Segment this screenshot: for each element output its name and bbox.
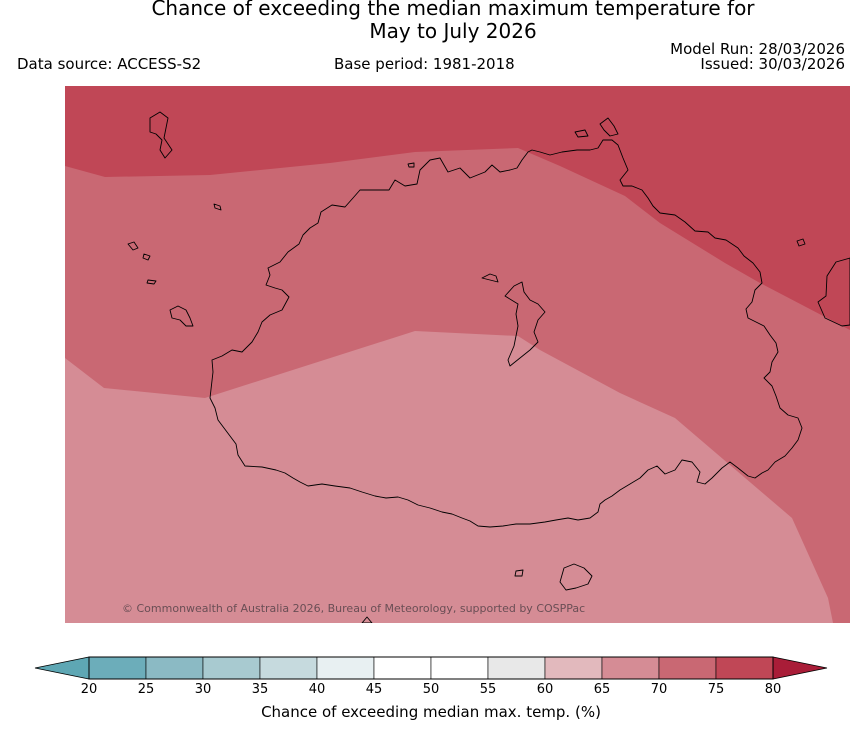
island-west-4 (146, 279, 157, 285)
colorbar-tick-label: 65 (593, 682, 611, 697)
colorbar-tick-label: 25 (137, 682, 155, 697)
colorbar-title: Chance of exceeding median max. temp. (%… (261, 703, 601, 721)
data-source-label: Data source: ACCESS-S2 (17, 55, 202, 73)
island-west-3 (142, 253, 151, 261)
colorbar-arrow-low (34, 656, 90, 680)
island-southwest (169, 305, 194, 327)
colorbar-segment-40-45 (316, 656, 375, 680)
island-south-1 (514, 569, 524, 577)
colorbar-segment-50-55 (430, 656, 489, 680)
colorbar-tick-label: 60 (536, 682, 554, 697)
colorbar-tick-label: 45 (365, 682, 383, 697)
colorbar-segment-35-40 (259, 656, 318, 680)
inland-feature-small (481, 273, 499, 283)
colorbar-tick-label: 75 (707, 682, 725, 697)
colorbar-segment-75-80 (715, 656, 774, 680)
island-northeast-1 (574, 129, 589, 138)
colorbar-segment-45-50 (373, 656, 432, 680)
colorbar-tick-label: 40 (308, 682, 326, 697)
base-period-label: Base period: 1981-2018 (334, 55, 515, 73)
model-run-label: Model Run: 28/03/2026 (670, 40, 845, 58)
island-north (407, 162, 415, 168)
colorbar-tick-label: 20 (80, 682, 98, 697)
island-northeast-2 (599, 117, 619, 137)
title-line-1: Chance of exceeding the median maximum t… (151, 0, 755, 20)
island-far-east (817, 257, 850, 327)
island-west-2 (127, 241, 139, 251)
colorbar-segment-30-35 (202, 656, 261, 680)
colorbar-segment-55-60 (487, 656, 546, 680)
title-line-2: May to July 2026 (369, 19, 537, 43)
island-west-1 (213, 203, 222, 211)
colorbar-segment-25-30 (145, 656, 204, 680)
colorbar-tick-label: 55 (479, 682, 497, 697)
inland-feature (504, 281, 546, 367)
island-south-2 (559, 563, 593, 591)
colorbar-tick-label: 70 (650, 682, 668, 697)
colorbar-segment-65-70 (601, 656, 660, 680)
colorbar-segment-70-75 (658, 656, 717, 680)
colorbar-segment-60-65 (544, 656, 603, 680)
colorbar-tick-label: 50 (422, 682, 440, 697)
zone-70-75 (65, 86, 850, 623)
issued-label: Issued: 30/03/2026 (700, 55, 845, 73)
copyright-notice: © Commonwealth of Australia 2026, Bureau… (122, 602, 586, 615)
colorbar-tick-label: 80 (764, 682, 782, 697)
colorbar-arrow-high (772, 656, 828, 680)
colorbar-tick-label: 30 (194, 682, 212, 697)
island-northwest (149, 111, 173, 159)
island-east (796, 238, 806, 247)
colorbar-tick-label: 35 (251, 682, 269, 697)
colorbar-outline (88, 656, 774, 680)
island-south-3 (361, 616, 373, 623)
colorbar-segment-20-25 (88, 656, 147, 680)
map-title: Chance of exceeding the median maximum t… (0, 0, 862, 43)
main-island-coastline (209, 139, 803, 528)
zone-75-80 (65, 86, 850, 330)
